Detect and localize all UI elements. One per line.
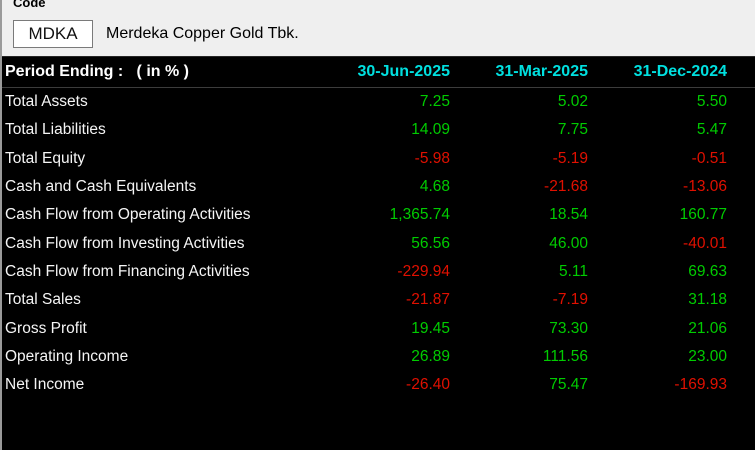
table-row: Gross Profit 19.45 73.30 21.06 [2,314,755,342]
row-value: 111.56 [542,347,588,365]
row-label: Net Income [5,376,85,394]
company-name: Merdeka Copper Gold Tbk. [106,25,299,42]
row-value: 5.47 [696,121,727,139]
row-label: Total Sales [5,291,81,309]
row-value: -229.94 [397,262,450,280]
column-header-1: 30-Jun-2025 [357,63,451,80]
stock-code-input[interactable] [13,20,93,48]
row-label: Operating Income [5,347,129,365]
table-row: Total Sales -21.87 -7.19 31.18 [2,286,755,314]
row-value: 5.02 [557,93,588,111]
row-value: 26.89 [411,347,450,365]
period-ending-title: Period Ending : ( in % ) [5,63,189,80]
row-value: 4.68 [419,178,450,196]
row-value: 75.47 [549,376,588,394]
table-row: Net Income -26.40 75.47 -169.93 [2,371,755,399]
row-value: 73.30 [549,319,588,337]
table-row: Cash Flow from Operating Activities 1,36… [2,201,755,229]
row-value: 5.50 [696,93,727,111]
row-value: 7.75 [557,121,588,139]
row-label: Total Assets [5,93,88,111]
table-row: Total Equity -5.98 -5.19 -0.51 [2,145,755,173]
row-label: Cash Flow from Operating Activities [5,206,251,224]
table-header-row: Period Ending : ( in % ) 30-Jun-2025 31-… [2,57,755,88]
row-value: -7.19 [552,291,588,309]
table-row: Total Assets 7.25 5.02 5.50 [2,88,755,116]
row-value: 1,365.74 [389,206,450,224]
row-label: Cash Flow from Investing Activities [5,234,245,252]
growth-table: Period Ending : ( in % ) 30-Jun-2025 31-… [2,56,755,450]
row-value: 19.45 [411,319,450,337]
table-body: Total Assets 7.25 5.02 5.50 Total Liabil… [2,88,755,399]
table-row: Total Liabilities 14.09 7.75 5.47 [2,116,755,144]
column-header-2: 31-Mar-2025 [495,63,589,80]
row-label: Cash Flow from Financing Activities [5,262,250,280]
table-row: Cash and Cash Equivalents 4.68 -21.68 -1… [2,173,755,201]
row-value: 56.56 [411,234,450,252]
row-value: -0.51 [691,149,727,167]
row-label: Cash and Cash Equivalents [5,178,197,196]
row-value: 21.06 [688,319,727,337]
row-value: -169.93 [674,376,727,394]
row-value: -21.68 [544,178,588,196]
row-value: -13.06 [683,178,727,196]
row-value: 46.00 [549,234,588,252]
table-row: Cash Flow from Investing Activities 56.5… [2,229,755,257]
row-value: 160.77 [679,206,727,224]
row-label: Total Liabilities [5,121,106,139]
row-value: 7.25 [419,93,450,111]
row-value: -21.87 [406,291,450,309]
code-panel: Code Merdeka Copper Gold Tbk. [2,0,755,56]
code-label: Code [13,0,46,10]
column-header-3: 31-Dec-2024 [633,63,727,80]
row-label: Total Equity [5,149,86,167]
row-value: -26.40 [406,376,450,394]
table-row: Cash Flow from Financing Activities -229… [2,258,755,286]
row-value: -5.98 [414,149,450,167]
row-value: -40.01 [683,234,727,252]
row-value: 5.11 [558,262,588,280]
row-value: 31.18 [688,291,727,309]
row-value: -5.19 [552,149,588,167]
table-row: Operating Income 26.89 111.56 23.00 [2,343,755,371]
row-label: Gross Profit [5,319,87,337]
row-value: 69.63 [688,262,727,280]
row-value: 14.09 [411,121,450,139]
row-value: 23.00 [688,347,727,365]
row-value: 18.54 [549,206,588,224]
